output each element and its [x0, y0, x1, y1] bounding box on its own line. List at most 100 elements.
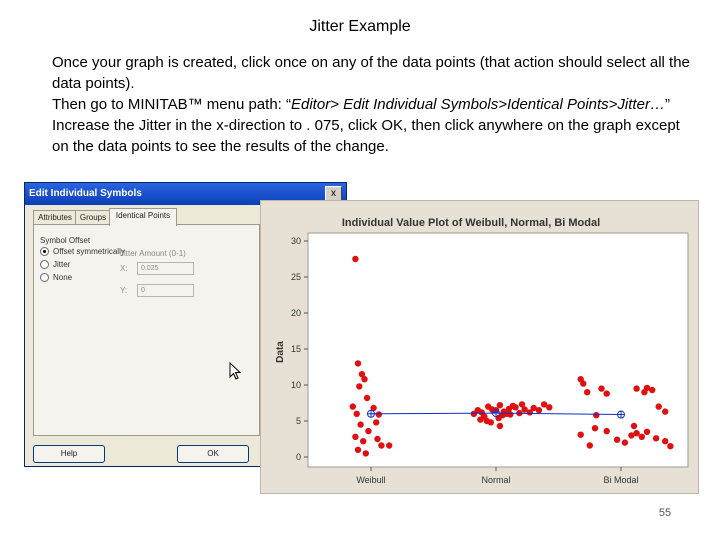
data-point[interactable] [507, 411, 514, 418]
data-point[interactable] [518, 401, 526, 408]
data-point[interactable] [354, 360, 362, 367]
data-point[interactable] [386, 442, 393, 449]
data-point[interactable] [496, 422, 504, 430]
help-button[interactable]: Help [33, 445, 105, 463]
data-point[interactable] [363, 394, 371, 402]
data-point[interactable] [638, 433, 645, 440]
radio-icon [40, 260, 49, 270]
x-tick-label: Weibull [356, 475, 385, 485]
plot-area [307, 232, 689, 468]
data-point[interactable] [526, 409, 533, 416]
y-jitter-input[interactable]: 0 [137, 284, 194, 297]
dialog-titlebar[interactable]: Edit Individual Symbols x [25, 183, 346, 205]
data-point[interactable] [593, 412, 600, 419]
data-point[interactable] [643, 428, 651, 435]
data-point[interactable] [352, 433, 359, 440]
data-point[interactable] [540, 401, 548, 408]
data-point[interactable] [365, 427, 372, 435]
data-point[interactable] [356, 383, 363, 390]
data-point[interactable] [649, 386, 656, 394]
data-points[interactable] [349, 255, 674, 457]
data-point[interactable] [584, 389, 591, 396]
data-point[interactable] [613, 436, 621, 443]
data-point[interactable] [621, 439, 629, 446]
data-point[interactable] [667, 443, 674, 450]
radio-none[interactable]: None [40, 273, 73, 283]
data-point[interactable] [633, 430, 640, 437]
identical-points-panel: Symbol Offset Offset symmetrically Jitte… [33, 224, 260, 436]
data-point[interactable] [535, 407, 543, 414]
data-point[interactable] [358, 371, 366, 378]
radio-label: Jitter [53, 260, 71, 269]
data-point[interactable] [362, 450, 369, 457]
data-point[interactable] [360, 438, 367, 445]
y-label: Y: [120, 286, 128, 295]
tab-identical-points[interactable]: Identical Points [109, 208, 177, 226]
menu-path: Editor> Edit Individual Symbols>Identica… [291, 96, 665, 113]
data-point[interactable] [500, 408, 507, 415]
data-point[interactable] [512, 404, 519, 411]
radio-offset-symmetrically[interactable]: Offset symmetrically [40, 247, 125, 257]
y-tick-label: 20 [291, 308, 301, 318]
menu-path-close-quote: ” [664, 96, 670, 113]
x-label: X: [120, 264, 128, 273]
mean-connect-line [367, 409, 625, 419]
radio-label: None [53, 273, 73, 282]
y-tick-label: 25 [291, 272, 301, 282]
data-point[interactable] [373, 419, 380, 426]
tab-attributes[interactable]: Attributes [33, 210, 77, 225]
data-point[interactable] [546, 404, 553, 411]
data-point[interactable] [603, 390, 610, 397]
data-point[interactable] [530, 404, 537, 412]
data-point[interactable] [655, 403, 662, 410]
data-point[interactable] [603, 427, 610, 435]
data-point[interactable] [353, 410, 360, 417]
data-point[interactable] [378, 442, 385, 449]
data-point[interactable] [361, 376, 368, 383]
data-point[interactable] [598, 385, 605, 392]
data-point[interactable] [662, 438, 669, 445]
x-jitter-input[interactable]: 0.025 [137, 262, 194, 275]
data-point[interactable] [633, 385, 640, 392]
radio-jitter[interactable]: Jitter [40, 260, 71, 270]
mouse-cursor-icon [229, 362, 241, 380]
symbol-offset-label: Symbol Offset [40, 236, 91, 245]
data-point[interactable] [354, 446, 362, 453]
data-point[interactable] [349, 403, 356, 410]
data-point[interactable] [643, 384, 651, 392]
data-point[interactable] [586, 442, 593, 449]
data-point[interactable] [357, 421, 364, 428]
data-point[interactable] [630, 422, 638, 430]
data-point[interactable] [470, 410, 478, 417]
data-point[interactable] [375, 411, 382, 418]
y-axis-label: Data [275, 341, 286, 363]
y-tick-label: 30 [291, 236, 301, 246]
dialog-title: Edit Individual Symbols [29, 188, 142, 199]
chart-svg: Individual Value Plot of Weibull, Normal… [275, 217, 689, 485]
x-axis: Weibull Normal Bi Modal [356, 467, 639, 485]
data-point[interactable] [591, 425, 599, 432]
data-point[interactable] [628, 432, 635, 439]
data-point[interactable] [577, 431, 584, 438]
x-tick-label: Bi Modal [603, 475, 638, 485]
ok-button[interactable]: OK [177, 445, 249, 463]
data-point[interactable] [662, 408, 669, 415]
radio-selected-icon [40, 247, 49, 257]
y-tick-label: 5 [296, 416, 301, 426]
data-point[interactable] [580, 380, 587, 387]
data-point[interactable] [487, 419, 494, 426]
data-point[interactable] [652, 435, 660, 442]
instruction-paragraph-3: Increase the Jitter in the x-direction t… [52, 117, 680, 155]
slide-title: Jitter Example [309, 18, 411, 35]
chart-title: Individual Value Plot of Weibull, Normal… [342, 217, 600, 229]
data-point[interactable] [521, 406, 528, 413]
tab-groups[interactable]: Groups [75, 210, 111, 225]
data-point[interactable] [352, 255, 359, 263]
page-number: 55 [658, 507, 672, 519]
instruction-paragraph-1: Once your graph is created, click once o… [52, 54, 690, 92]
data-point[interactable] [374, 435, 381, 443]
data-point[interactable] [496, 402, 504, 409]
y-tick-label: 0 [296, 452, 301, 462]
data-point[interactable] [370, 404, 377, 412]
data-point[interactable] [477, 416, 484, 423]
